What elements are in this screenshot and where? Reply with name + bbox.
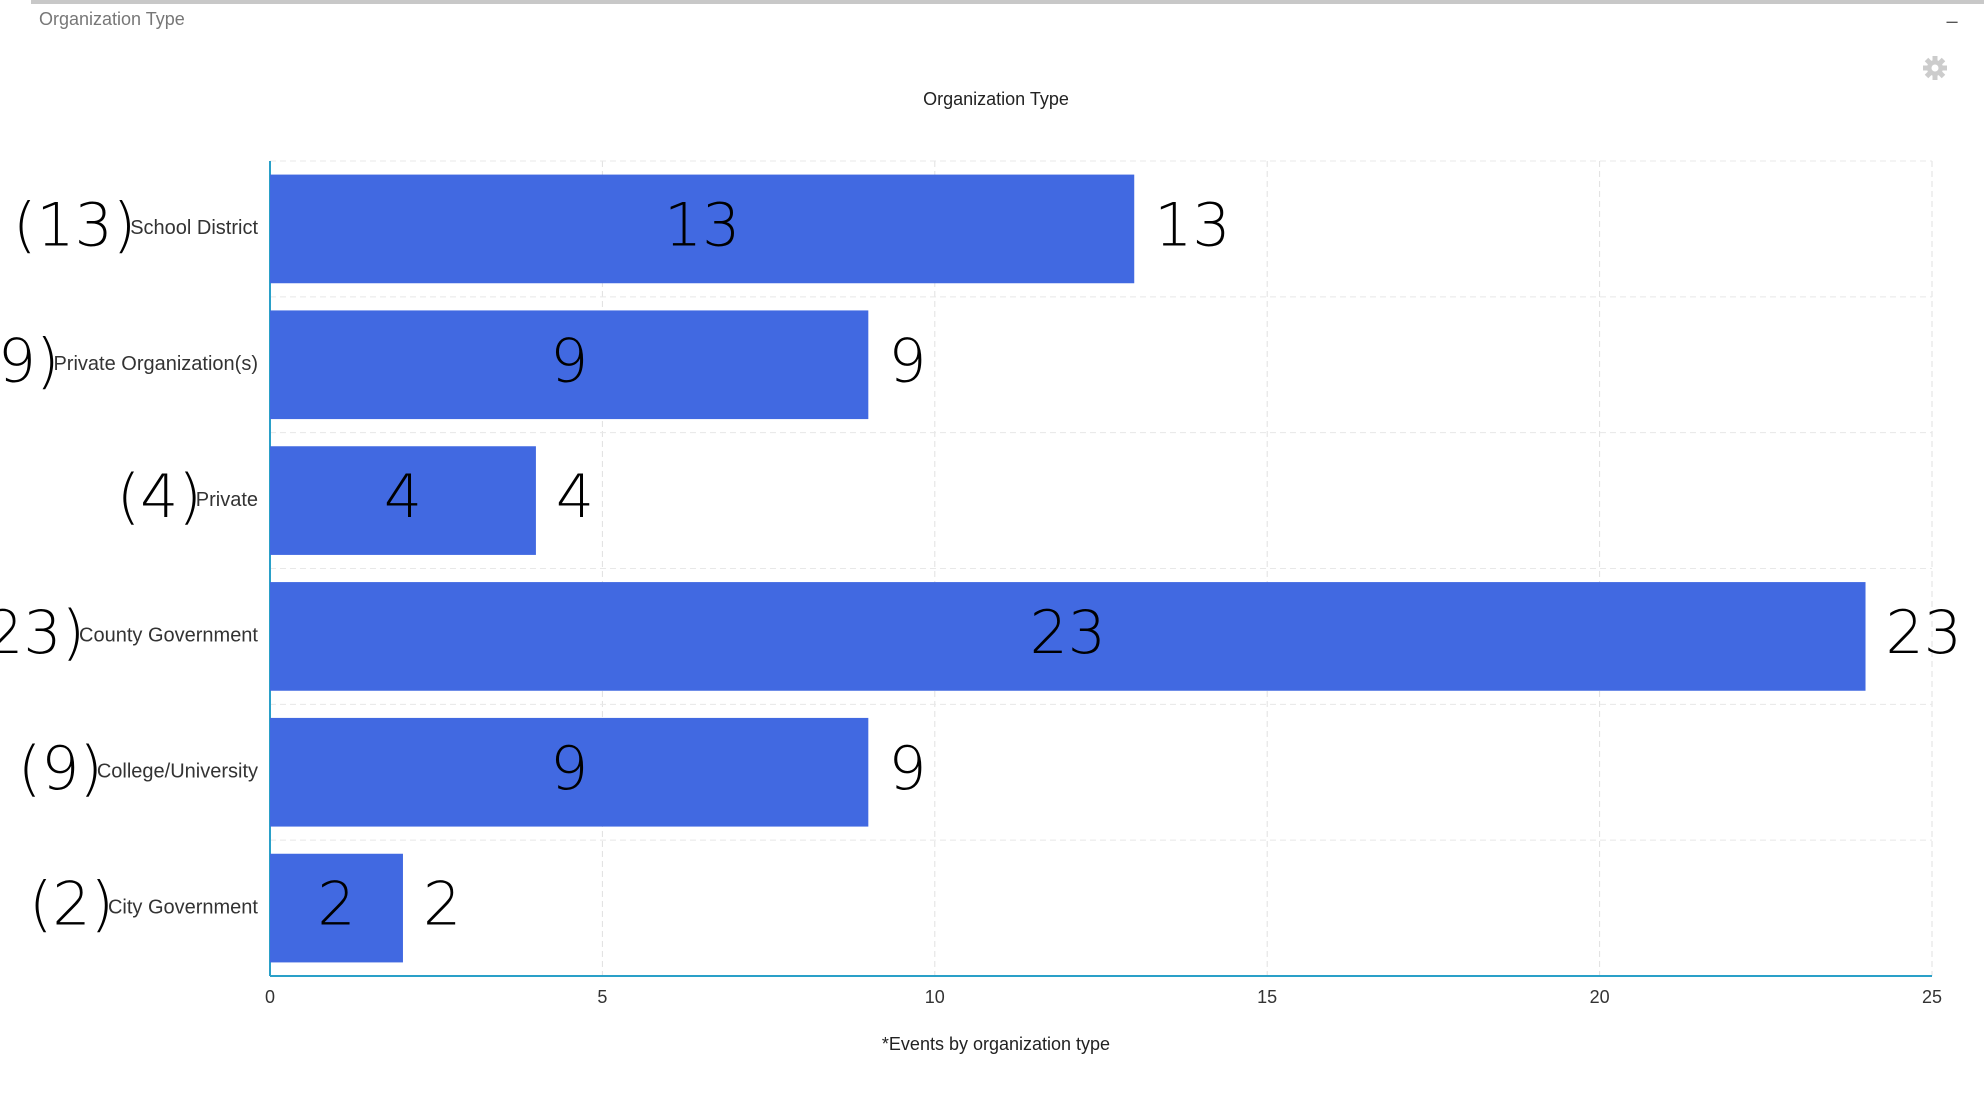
handwritten-right: 4 — [556, 462, 594, 532]
x-tick-label: 5 — [597, 987, 607, 1007]
handwritten-inside: 9 — [550, 326, 588, 396]
handwritten-inside: 9 — [550, 734, 588, 804]
bar — [270, 717, 869, 827]
y-tick-label: County Government — [79, 625, 258, 647]
settings-icon[interactable] — [1923, 56, 1947, 80]
y-tick-label: School District — [130, 217, 258, 239]
handwritten-inside: 23 — [1030, 598, 1106, 668]
bar — [270, 446, 536, 555]
x-tick-label: 10 — [925, 987, 945, 1007]
chart-footnote: *Events by organization type — [882, 1034, 1110, 1054]
x-tick-label: 20 — [1590, 987, 1610, 1007]
bar — [270, 582, 1866, 691]
panel-top-border — [31, 0, 1984, 4]
minimize-button[interactable]: – — [1946, 10, 1958, 32]
handwritten-right: 2 — [423, 870, 461, 940]
handwritten-left: (13) — [13, 190, 136, 260]
y-tick-label: Private Organization(s) — [53, 353, 258, 375]
handwritten-right: 9 — [888, 326, 926, 396]
bar — [270, 310, 869, 420]
y-tick-label: College/University — [97, 761, 258, 783]
handwritten-left: (2) — [29, 870, 114, 940]
bar — [270, 174, 1135, 284]
bar — [270, 853, 403, 963]
handwritten-inside: 13 — [664, 190, 740, 260]
x-tick-label: 25 — [1922, 987, 1942, 1007]
handwritten-left: (9) — [18, 734, 103, 804]
handwritten-right: 13 — [1154, 190, 1230, 260]
handwritten-left: (23) — [0, 598, 85, 668]
x-tick-label: 15 — [1257, 987, 1277, 1007]
handwritten-inside: 2 — [317, 870, 355, 940]
panel-title: Organization Type — [39, 9, 185, 29]
handwritten-inside: 4 — [384, 462, 422, 532]
y-tick-label: City Government — [108, 896, 258, 918]
handwritten-right: 23 — [1886, 598, 1962, 668]
handwritten-left: (9) — [0, 326, 59, 396]
chart-title: Organization Type — [923, 89, 1069, 109]
x-tick-label: 0 — [265, 987, 275, 1007]
y-tick-label: Private — [196, 489, 258, 511]
handwritten-left: (4) — [117, 462, 202, 532]
handwritten-right: 9 — [888, 734, 926, 804]
